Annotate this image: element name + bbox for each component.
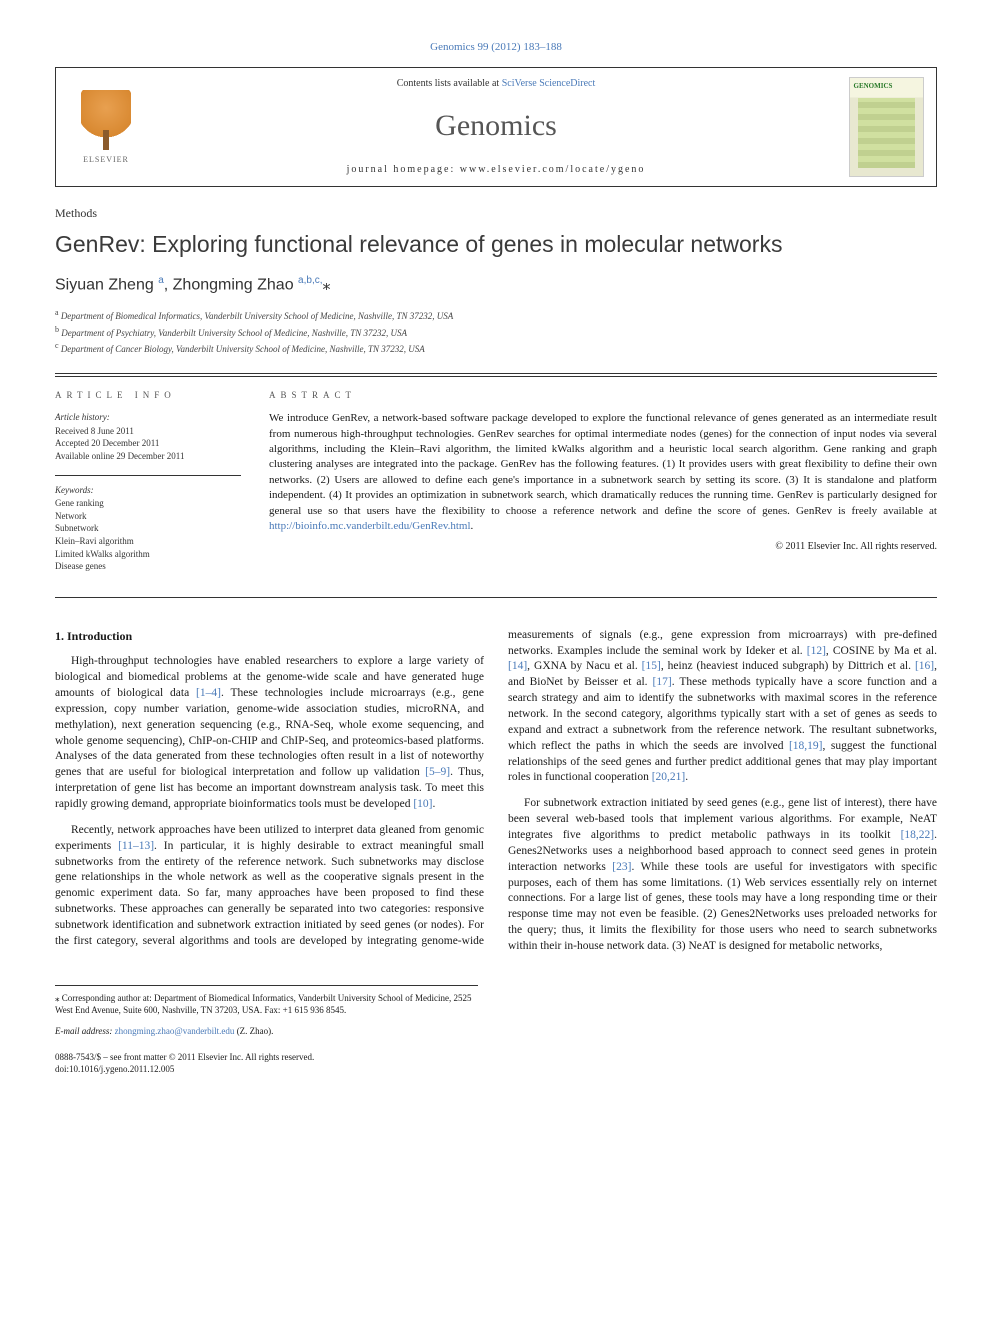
cite-5-9[interactable]: [5–9] <box>425 766 450 778</box>
p2i: . <box>685 771 688 783</box>
received-date: Received 8 June 2011 <box>55 425 241 438</box>
cite-23[interactable]: [23] <box>612 861 631 873</box>
corresponding-author: ⁎ Corresponding author at: Department of… <box>55 985 478 1016</box>
page-footer: ⁎ Corresponding author at: Department of… <box>55 985 937 1075</box>
sciencedirect-link[interactable]: SciVerse ScienceDirect <box>502 78 596 89</box>
affiliations: a Department of Biomedical Informatics, … <box>55 307 937 357</box>
publisher-logo-box: ELSEVIER <box>56 68 156 186</box>
keyword-item: Disease genes <box>55 560 241 573</box>
cite-14[interactable]: [14] <box>508 660 527 672</box>
elsevier-tree-icon <box>81 90 131 150</box>
affiliation-line: a Department of Biomedical Informatics, … <box>55 307 937 324</box>
accepted-date: Accepted 20 December 2011 <box>55 437 241 450</box>
abstract-heading: ABSTRACT <box>269 389 937 402</box>
journal-title: Genomics <box>156 105 836 147</box>
cite-10[interactable]: [10] <box>413 798 432 810</box>
abstract-column: ABSTRACT We introduce GenRev, a network-… <box>255 377 937 597</box>
elsevier-logo: ELSEVIER <box>71 82 141 172</box>
p3a: For subnetwork extraction initiated by s… <box>508 797 937 841</box>
cite-18-19[interactable]: [18,19] <box>789 740 823 752</box>
keyword-item: Gene ranking <box>55 497 241 510</box>
cite-1-4[interactable]: [1–4] <box>196 687 221 699</box>
p2e: , heinz (heaviest induced subgraph) by D… <box>661 660 915 672</box>
contents-line: Contents lists available at SciVerse Sci… <box>156 77 836 91</box>
corr-email-link[interactable]: zhongming.zhao@vanderbilt.edu <box>115 1026 235 1036</box>
article-info-column: ARTICLE INFO Article history: Received 8… <box>55 377 255 597</box>
affiliation-line: c Department of Cancer Biology, Vanderbi… <box>55 340 937 357</box>
body-text: 1. Introduction High-throughput technolo… <box>55 628 937 958</box>
section-1-heading: 1. Introduction <box>55 628 484 645</box>
article-type: Methods <box>55 205 937 222</box>
intro-para-3: For subnetwork extraction initiated by s… <box>508 796 937 955</box>
rule-below-abstract <box>55 597 937 598</box>
cite-17[interactable]: [17] <box>653 676 672 688</box>
homepage-prefix: journal homepage: <box>347 164 460 175</box>
p1d: . <box>433 798 436 810</box>
p3c: . While these tools are useful for inves… <box>508 861 937 952</box>
keywords-block: Keywords: Gene rankingNetworkSubnetworkK… <box>55 484 241 573</box>
doi: doi:10.1016/j.ygeno.2011.12.005 <box>55 1063 478 1075</box>
keyword-item: Subnetwork <box>55 522 241 535</box>
journal-header: ELSEVIER Contents lists available at Sci… <box>55 67 937 187</box>
intro-para-1: High-throughput technologies have enable… <box>55 654 484 813</box>
keyword-item: Limited kWalks algorithm <box>55 548 241 561</box>
p2c: , COSINE by Ma et al. <box>826 645 937 657</box>
issn-copyright: 0888-7543/$ – see front matter © 2011 El… <box>55 1051 478 1063</box>
abstract-tail: . <box>471 520 474 532</box>
abstract-body: We introduce GenRev, a network-based sof… <box>269 412 937 516</box>
authors: Siyuan Zheng a, Zhongming Zhao a,b,c,⁎ <box>55 274 937 297</box>
cite-18-22[interactable]: [18,22] <box>901 829 935 841</box>
history-label: Article history: <box>55 411 241 424</box>
rule-above-info <box>55 373 937 374</box>
article-info-heading: ARTICLE INFO <box>55 389 241 402</box>
p1b: . These technologies include microarrays… <box>55 687 484 778</box>
keywords-label: Keywords: <box>55 484 241 497</box>
keyword-item: Network <box>55 510 241 523</box>
homepage-line: journal homepage: www.elsevier.com/locat… <box>156 163 836 177</box>
journal-reference: Genomics 99 (2012) 183–188 <box>55 40 937 55</box>
contents-prefix: Contents lists available at <box>397 78 502 89</box>
article-title: GenRev: Exploring functional relevance o… <box>55 228 937 260</box>
cite-12[interactable]: [12] <box>807 645 826 657</box>
email-label: E-mail address: <box>55 1026 115 1036</box>
cite-16[interactable]: [16] <box>915 660 934 672</box>
cite-15[interactable]: [15] <box>642 660 661 672</box>
rule-keywords <box>55 475 241 476</box>
article-history-block: Article history: Received 8 June 2011 Ac… <box>55 411 241 462</box>
cover-box <box>836 68 936 186</box>
cite-11-13[interactable]: [11–13] <box>118 840 154 852</box>
email-line: E-mail address: zhongming.zhao@vanderbil… <box>55 1025 478 1037</box>
abstract-text: We introduce GenRev, a network-based sof… <box>269 411 937 534</box>
online-date: Available online 29 December 2011 <box>55 450 241 463</box>
publisher-name: ELSEVIER <box>83 154 129 165</box>
cite-20-21[interactable]: [20,21] <box>652 771 686 783</box>
email-suffix: (Z. Zhao). <box>234 1026 273 1036</box>
journal-cover-icon <box>849 77 924 177</box>
genrev-url-link[interactable]: http://bioinfo.mc.vanderbilt.edu/GenRev.… <box>269 520 471 532</box>
keyword-item: Klein–Ravi algorithm <box>55 535 241 548</box>
homepage-url[interactable]: www.elsevier.com/locate/ygeno <box>460 164 646 175</box>
p2d: , GXNA by Nacu et al. <box>527 660 642 672</box>
affiliation-line: b Department of Psychiatry, Vanderbilt U… <box>55 324 937 341</box>
header-center: Contents lists available at SciVerse Sci… <box>156 68 836 186</box>
abstract-copyright: © 2011 Elsevier Inc. All rights reserved… <box>269 540 937 554</box>
